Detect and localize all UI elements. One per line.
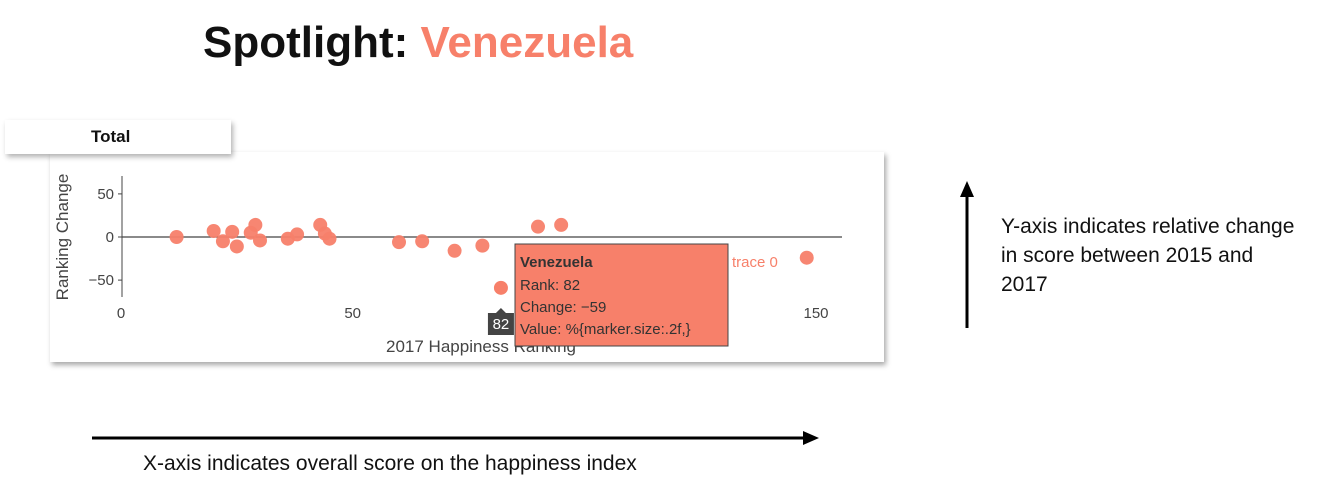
- tooltip-header: Venezuela: [520, 254, 593, 271]
- x-hover-label: 82: [493, 316, 510, 333]
- tooltip-line: Change: −59: [520, 299, 606, 316]
- data-point: [531, 219, 545, 234]
- page-title: Spotlight: Venezuela: [203, 18, 633, 68]
- chart-panel: [50, 152, 884, 362]
- title-country: Venezuela: [420, 18, 634, 67]
- data-point: [799, 250, 814, 265]
- tooltip-line: Value: %{marker.size:.2f,}: [520, 321, 691, 338]
- data-point: [475, 238, 490, 253]
- tooltip-box: [514, 243, 729, 347]
- x-tick-label: 150: [803, 305, 828, 322]
- data-point: [225, 224, 240, 239]
- x-hover-box: [487, 313, 514, 335]
- data-point: [253, 233, 267, 248]
- data-point: [215, 234, 230, 249]
- x-axis-note: X-axis indicates overall score on the ha…: [143, 452, 637, 475]
- y-tick-label: 50: [97, 186, 114, 203]
- y-tick-label: 0: [106, 229, 114, 246]
- dropdown-selected-label: Total: [91, 127, 131, 146]
- y-arrow-head: [960, 181, 974, 197]
- y-arrow: [960, 181, 974, 328]
- data-point: [206, 223, 221, 238]
- tooltip-trace-label: trace 0: [732, 254, 778, 271]
- title-prefix: Spotlight:: [203, 18, 421, 67]
- data-point: [554, 217, 569, 232]
- data-point: [229, 239, 244, 254]
- y-axis-note: Y-axis indicates relative change in scor…: [1001, 215, 1295, 296]
- y-axis-title: Ranking Change: [53, 174, 72, 301]
- data-point: [248, 217, 263, 232]
- data-point: [447, 243, 462, 258]
- highlight-point: [493, 280, 508, 295]
- data-point: [290, 227, 305, 242]
- x-arrow: [92, 431, 819, 445]
- x-arrow-head: [803, 431, 819, 445]
- dropdown-menu[interactable]: Total: [5, 120, 231, 154]
- data-point: [392, 235, 406, 250]
- tooltip-line: Rank: 82: [520, 277, 580, 294]
- data-point: [169, 230, 184, 244]
- y-tick-label: −50: [89, 272, 114, 289]
- hover-tooltip: Venezuela Rank: 82 Change: −59 Value: %{mar…: [487, 243, 778, 347]
- data-point: [415, 234, 430, 249]
- x-tick-label: 50: [344, 305, 361, 322]
- x-tick-label: 0: [117, 305, 125, 322]
- x-hover-pointer: [495, 308, 506, 313]
- data-point: [322, 231, 337, 246]
